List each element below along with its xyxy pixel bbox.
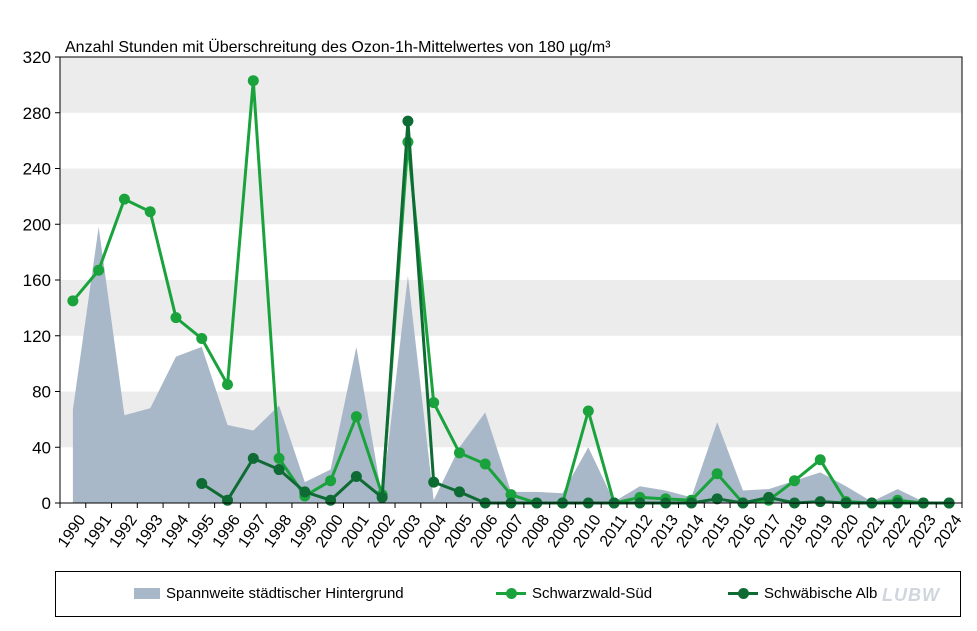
x-tick-label: 1999 [287, 512, 321, 551]
x-tick-label: 2022 [880, 512, 914, 551]
point-schwarzwald-s-d-2001 [350, 411, 362, 423]
x-tick-label: 2016 [725, 512, 759, 551]
legend-swatch-schwarzwald [496, 588, 526, 599]
x-tick-label: 2024 [931, 512, 965, 551]
point-schwarzwald-s-d-2019 [814, 454, 826, 466]
x-tick-label: 2021 [854, 512, 888, 551]
series-schwarzwald-s-d [67, 75, 955, 509]
x-tick-label: 2003 [390, 512, 424, 551]
y-tick-label: 120 [23, 327, 51, 346]
point-schwarzwald-s-d-1995 [196, 333, 208, 345]
x-tick-label: 2014 [674, 512, 708, 551]
x-tick-label: 2018 [777, 512, 811, 551]
point-schw-bische-alb-2005 [453, 486, 465, 498]
x-axis: 1990199119921993199419951996199719981999… [55, 503, 966, 551]
point-schwarzwald-s-d-2010 [582, 405, 594, 417]
point-schwarzwald-s-d-1993 [144, 206, 156, 218]
x-tick-label: 2007 [493, 512, 527, 551]
x-tick-label: 2005 [442, 512, 476, 551]
area-spannweite-st-dtischer-hintergrund [72, 227, 950, 503]
y-tick-label: 200 [23, 215, 51, 234]
point-schwarzwald-s-d-2015 [711, 468, 723, 480]
area-series [72, 227, 950, 503]
legend-item-schwarzwald: Schwarzwald-Süd [496, 585, 652, 602]
chart: 0 40 80 120 160 200 240 280 320 1990199119921993… [23, 38, 966, 551]
x-tick-label: 1994 [158, 512, 192, 551]
point-schw-bische-alb-2015 [711, 493, 723, 505]
point-schwarzwald-s-d-2018 [788, 475, 800, 487]
legend-swatch-area [134, 588, 160, 599]
point-schw-bische-alb-2019 [814, 496, 826, 508]
x-tick-label: 2004 [416, 512, 450, 551]
x-tick-label: 2006 [467, 512, 501, 551]
grid-bands [60, 57, 962, 448]
lubw-logo: LUBW [882, 585, 940, 605]
legend: Spannweite städtischer Hintergrund Schwa… [55, 571, 961, 617]
point-schw-bische-alb-1999 [299, 486, 311, 498]
point-schwarzwald-s-d-2000 [325, 475, 337, 487]
x-tick-label: 1997 [235, 512, 269, 551]
point-schw-bische-alb-1997 [247, 452, 259, 464]
x-tick-label: 2002 [364, 512, 398, 551]
legend-label-alb: Schwäbische Alb [764, 585, 878, 602]
legend-label-schwarzwald: Schwarzwald-Süd [532, 585, 653, 602]
legend-item-area: Spannweite städtischer Hintergrund [134, 585, 404, 602]
point-schw-bische-alb-2017 [763, 491, 775, 503]
x-tick-label: 2015 [699, 512, 733, 551]
point-schwarzwald-s-d-1998 [273, 452, 285, 464]
y-tick-label: 320 [23, 48, 51, 67]
x-tick-label: 1990 [55, 512, 89, 551]
point-schw-bische-alb-2003 [402, 115, 414, 127]
point-schw-bische-alb-2001 [350, 471, 362, 483]
point-schwarzwald-s-d-1994 [170, 312, 182, 324]
x-tick-label: 2020 [828, 512, 862, 551]
x-tick-label: 2012 [622, 512, 656, 551]
x-tick-label: 1992 [107, 512, 141, 551]
x-tick-label: 1996 [210, 512, 244, 551]
x-tick-label: 1991 [81, 512, 115, 551]
point-schwarzwald-s-d-2006 [479, 458, 491, 470]
y-tick-label: 160 [23, 271, 51, 290]
point-schw-bische-alb-2004 [428, 476, 440, 488]
grid-band [60, 168, 962, 225]
grid-band [60, 280, 962, 336]
x-tick-label: 2013 [648, 512, 682, 551]
legend-label-area: Spannweite städtischer Hintergrund [166, 585, 404, 602]
x-tick-label: 2010 [570, 512, 604, 551]
y-tick-label: 0 [42, 494, 51, 513]
y-tick-label: 80 [32, 383, 51, 402]
x-tick-label: 2019 [802, 512, 836, 551]
point-schwarzwald-s-d-1997 [247, 75, 259, 87]
legend-item-alb: Schwäbische Alb [728, 585, 877, 602]
x-tick-label: 2008 [519, 512, 553, 551]
point-schw-bische-alb-2002 [376, 491, 388, 503]
point-schwarzwald-s-d-1991 [93, 264, 105, 276]
point-schwarzwald-s-d-2004 [428, 397, 440, 409]
chart-title: Anzahl Stunden mit Überschreitung des Oz… [65, 38, 611, 56]
x-tick-label: 1995 [184, 512, 218, 551]
point-schw-bische-alb-1998 [273, 464, 285, 476]
grid-band [60, 57, 962, 113]
y-axis: 0 40 80 120 160 200 240 280 320 [23, 48, 60, 513]
point-schw-bische-alb-1996 [222, 494, 234, 506]
y-tick-label: 240 [23, 160, 51, 179]
x-tick-label: 2000 [313, 512, 347, 551]
y-tick-label: 280 [23, 104, 51, 123]
x-tick-label: 2023 [905, 512, 939, 551]
x-tick-label: 1993 [132, 512, 166, 551]
point-schwarzwald-s-d-1996 [222, 379, 234, 391]
legend-swatch-alb [728, 588, 758, 599]
point-schwarzwald-s-d-1990 [67, 295, 79, 307]
x-tick-label: 2017 [751, 512, 785, 551]
point-schwarzwald-s-d-1992 [118, 193, 130, 205]
point-schwarzwald-s-d-2007 [505, 489, 517, 501]
x-tick-label: 2001 [338, 512, 372, 551]
y-tick-label: 40 [32, 438, 51, 457]
point-schw-bische-alb-2000 [325, 494, 337, 506]
x-tick-label: 1998 [261, 512, 295, 551]
point-schw-bische-alb-1995 [196, 477, 208, 489]
x-tick-label: 2009 [545, 512, 579, 551]
point-schwarzwald-s-d-2005 [453, 447, 465, 459]
